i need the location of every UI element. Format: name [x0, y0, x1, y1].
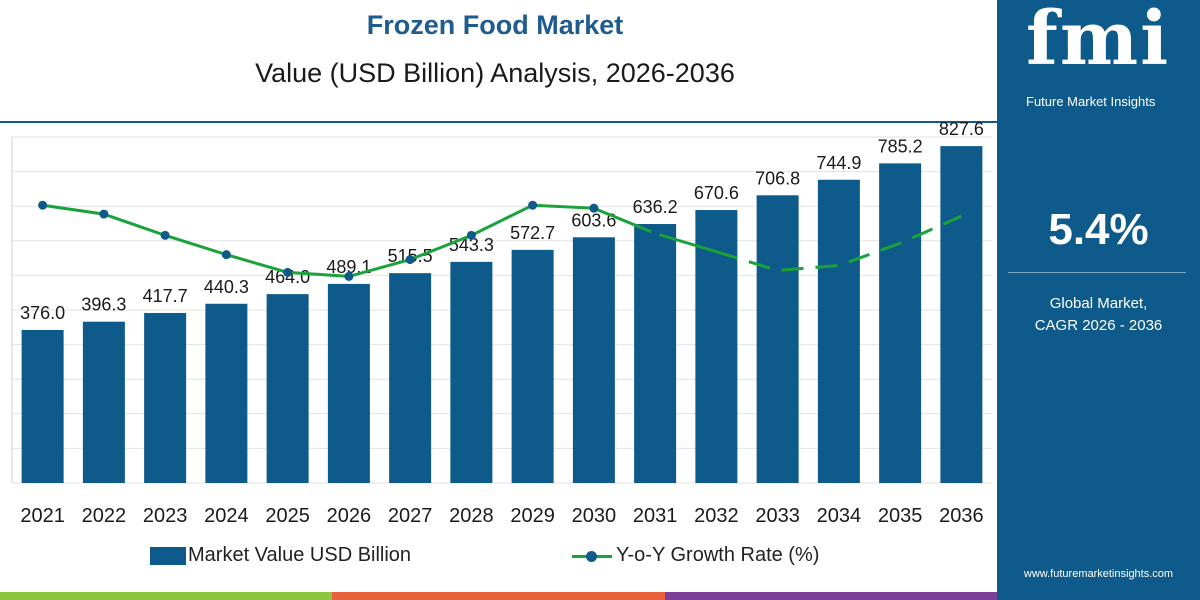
cagr-label-line2: CAGR 2026 - 2036: [1034, 317, 1163, 334]
fmi-logo: fmi Future Market Insights: [1000, 2, 1200, 112]
data-label-2031: 636.2: [633, 197, 678, 217]
data-label-2036: 827.6: [939, 119, 984, 139]
strip-purple: [664, 592, 997, 600]
x-tick-2024: 2024: [204, 505, 249, 527]
sidebar-panel: [997, 0, 1200, 600]
growth-point-2029: [528, 200, 538, 210]
x-tick-2033: 2033: [755, 505, 800, 527]
legend-line-swatch: [572, 546, 612, 566]
strip-orange: [332, 592, 665, 600]
x-tick-2031: 2031: [633, 505, 678, 527]
bar-2034: [817, 179, 860, 484]
x-tick-2036: 2036: [939, 505, 984, 527]
x-tick-2030: 2030: [572, 505, 617, 527]
bar-line-chart: 376.02021396.32022417.72023440.32024464.…: [11, 119, 992, 527]
growth-point-2023: [160, 230, 170, 240]
data-label-2023: 417.7: [143, 286, 188, 306]
chart-subtitle: Value (USD Billion) Analysis, 2026-2036: [255, 58, 735, 88]
bar-2021: [21, 329, 64, 483]
x-tick-2026: 2026: [327, 505, 372, 527]
bar-2035: [879, 163, 922, 483]
bar-2030: [572, 237, 615, 483]
bar-2024: [205, 303, 248, 483]
bar-2025: [266, 294, 309, 483]
x-tick-2028: 2028: [449, 505, 494, 527]
x-tick-2027: 2027: [388, 505, 433, 527]
strip-green: [0, 592, 333, 600]
sidebar-divider: [1008, 272, 1186, 273]
growth-point-2028: [466, 230, 476, 240]
bar-2036: [940, 146, 983, 484]
logo-subtitle: Future Market Insights: [1026, 94, 1156, 109]
data-label-2029: 572.7: [510, 223, 555, 243]
data-label-2033: 706.8: [755, 168, 800, 188]
x-tick-2025: 2025: [265, 505, 310, 527]
header-divider: [0, 121, 997, 123]
x-tick-2029: 2029: [510, 505, 555, 527]
data-label-2024: 440.3: [204, 277, 249, 297]
growth-point-2030: [589, 203, 599, 213]
growth-point-2021: [38, 200, 48, 210]
growth-point-2022: [99, 209, 109, 219]
legend-bar-swatch: [150, 546, 186, 565]
data-label-2035: 785.2: [878, 136, 923, 156]
growth-point-2025: [283, 267, 293, 277]
x-tick-2032: 2032: [694, 505, 739, 527]
x-tick-2023: 2023: [143, 505, 188, 527]
cagr-label: Global Market, CAGR 2026 - 2036: [997, 293, 1200, 337]
website-link[interactable]: www.futuremarketinsights.com: [1023, 568, 1174, 580]
bar-2023: [144, 312, 187, 483]
growth-point-2027: [405, 255, 415, 265]
growth-line-actual: [42, 203, 717, 278]
data-label-2032: 670.6: [694, 183, 739, 203]
cagr-value: 5.4%: [1048, 205, 1149, 254]
bar-2033: [756, 195, 799, 483]
x-tick-2022: 2022: [82, 505, 127, 527]
growth-line-forecast: [715, 214, 962, 272]
data-label-2030: 603.6: [571, 210, 616, 230]
growth-point-2024: [221, 250, 231, 260]
bar-2027: [389, 273, 432, 483]
x-tick-2021: 2021: [20, 505, 65, 527]
data-label-2021: 376.0: [20, 303, 65, 323]
bar-2022: [82, 321, 125, 483]
data-label-2034: 744.9: [816, 153, 861, 173]
legend-line-label: Y-o-Y Growth Rate (%): [616, 544, 820, 566]
bar-2029: [511, 249, 554, 483]
data-label-2022: 396.3: [81, 295, 126, 315]
x-tick-2035: 2035: [878, 505, 923, 527]
bar-2026: [327, 283, 370, 483]
x-tick-2034: 2034: [817, 505, 862, 527]
legend-bar: Market Value USD Billion: [150, 544, 411, 567]
logo-wordmark: fmi: [1026, 0, 1171, 82]
legend-line: Y-o-Y Growth Rate (%): [572, 544, 819, 567]
chart-title: Frozen Food Market: [366, 10, 624, 40]
bar-2031: [634, 224, 677, 483]
bottom-color-strip: [0, 592, 997, 600]
growth-point-2026: [344, 271, 354, 281]
growth-point-2031: [650, 228, 660, 238]
bar-2028: [450, 261, 493, 483]
cagr-label-line1: Global Market,: [1049, 295, 1148, 312]
legend-bar-label: Market Value USD Billion: [188, 544, 412, 566]
